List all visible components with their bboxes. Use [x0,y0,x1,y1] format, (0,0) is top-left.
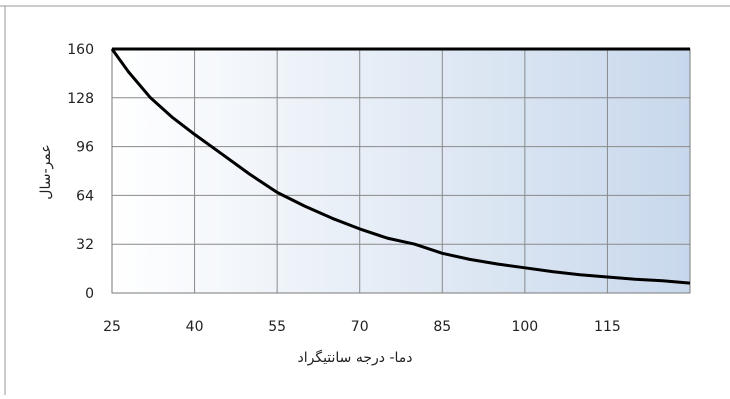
x-tick-label-3: 70 [351,319,369,335]
y-tick-label-5: 160 [67,42,94,58]
x-axis-label: دما- درجه سانتیگراد [297,349,412,366]
y-tick-label-1: 32 [76,237,94,253]
plot-area [112,49,690,293]
x-tick-label-1: 40 [186,319,204,335]
x-tick-label-4: 85 [433,319,451,335]
y-tick-label-0: 0 [85,286,94,302]
x-tick-label-6: 115 [594,319,621,335]
y-tick-label-2: 64 [76,188,94,204]
x-tick-label-0: 25 [103,319,121,335]
x-tick-label-5: 100 [511,319,538,335]
y-tick-label-4: 128 [67,91,94,107]
x-tick-label-2: 55 [268,319,286,335]
series-line-0 [110,48,691,285]
y-tick-label-3: 96 [76,140,94,156]
y-axis-label: عمر-سال [38,144,54,199]
